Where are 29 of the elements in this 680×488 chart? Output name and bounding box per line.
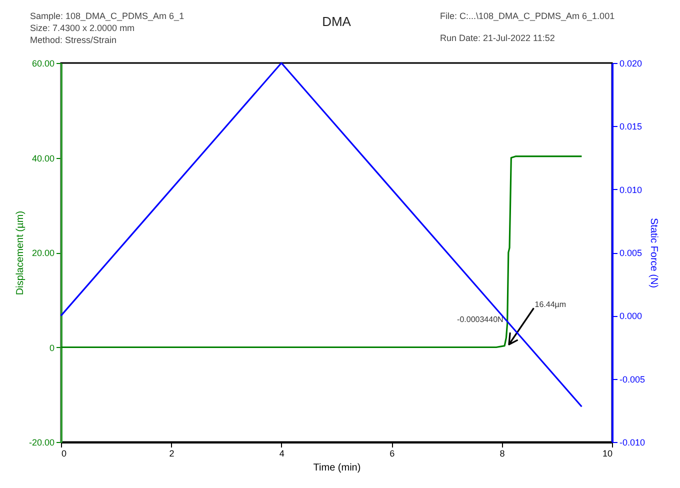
x-axis-title: Time (min) [313, 462, 361, 474]
x-tick-label: 2 [169, 448, 174, 458]
y2-axis-title: Static Force (N) [648, 218, 660, 288]
x-tick-label: 6 [390, 448, 395, 458]
x-tick-label: 4 [279, 448, 284, 458]
y2-tick-label: 0.015 [620, 122, 642, 132]
text: Size: 7.4300 x 2.0000 mm [30, 22, 136, 34]
text: Method: Stress/Strain [30, 34, 118, 46]
x-tick-label: 8 [500, 448, 505, 458]
y-tick-label: 60.00 [32, 58, 54, 68]
x-tick-label: 0 [62, 448, 67, 458]
y-tick-label: 0 [49, 342, 54, 353]
y2-tick-label: -0.005 [620, 374, 646, 384]
y-tick-label: 40.00 [32, 153, 54, 164]
annotation: -0.0003440N [457, 315, 504, 324]
y-tick-label: 20.00 [32, 248, 54, 258]
text: Sample: 108_DMA_C_PDMS_Am 6_1 [30, 10, 184, 22]
text: File: C:...\108_DMA_C_PDMS_Am 6_1.001 [440, 10, 615, 22]
y-axis-title: Displacement (µm) [14, 210, 26, 296]
y2-tick-label: 0.005 [620, 248, 642, 258]
y-tick-label: -20.00 [28, 438, 54, 448]
y2-tick-label: 0.000 [620, 311, 642, 322]
annotation: 16.44µm [534, 300, 566, 310]
y2-tick-label: -0.010 [620, 438, 646, 448]
y2-tick-label: 0.020 [620, 58, 642, 68]
text: Run Date: 21-Jul-2022 11:52 [440, 32, 556, 44]
y2-tick-label: 0.010 [620, 184, 642, 195]
x-tick-label: 10 [602, 448, 612, 458]
chart-title: DMA [322, 14, 352, 29]
